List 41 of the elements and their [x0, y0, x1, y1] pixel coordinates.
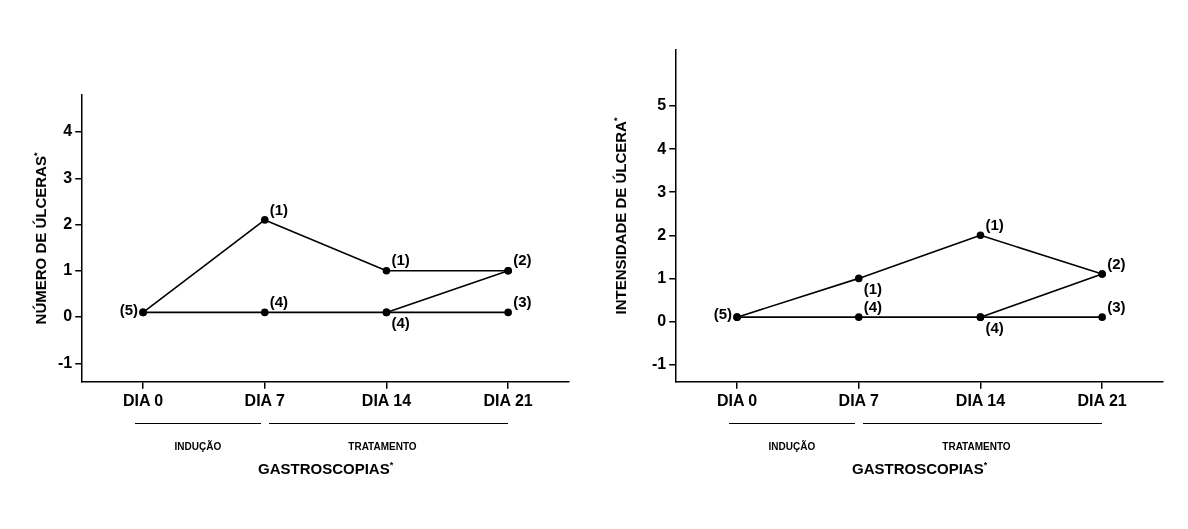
x-tick-label: DIA 0 [716, 391, 758, 409]
y-tick-label: 3 [657, 182, 667, 200]
annotation: (1) [391, 251, 410, 269]
y-tick-label: 4 [63, 122, 73, 140]
x-tick-label: DIA 14 [955, 391, 1006, 409]
annotation: (1) [269, 200, 289, 218]
y-tick-label: 2 [63, 214, 73, 232]
annotation: (4) [391, 314, 410, 332]
x-tick-label: DIA 21 [1077, 391, 1127, 409]
annotation: (3) [513, 293, 532, 311]
x-tick-label: DIA 7 [838, 391, 880, 409]
annotation: (5) [713, 305, 733, 323]
x-tick-label: DIA 21 [483, 391, 533, 409]
y-tick-label: 4 [657, 139, 667, 157]
y-tick-label: 2 [657, 225, 667, 243]
y-tick-label: -1 [651, 354, 667, 372]
y-tick-label: 5 [657, 96, 667, 114]
annotation: (3) [1107, 297, 1126, 315]
annotation: (4) [985, 318, 1004, 336]
annotation: (4) [863, 297, 883, 315]
x-axis-title: GASTROSCOPIAS$^{*}$ [852, 459, 988, 477]
annotation: (2) [513, 251, 532, 269]
annotation: (1) [863, 280, 883, 298]
x-tick-label: DIA 14 [361, 391, 412, 409]
y-tick-label: 0 [63, 307, 73, 325]
annotation: (2) [1107, 254, 1126, 272]
y-tick-label: 3 [63, 168, 73, 186]
text: TRATAMENTO [942, 440, 1011, 452]
text: INDUÇÃO [768, 439, 816, 452]
x-axis-title: GASTROSCOPIAS$^{*}$ [258, 459, 394, 477]
annotation: (5) [119, 300, 139, 318]
annotation: (4) [269, 293, 289, 311]
y-tick-label: 0 [657, 311, 667, 329]
annotation: (1) [985, 215, 1004, 233]
x-tick-label: DIA 0 [122, 391, 164, 409]
y-tick-label: 1 [63, 261, 73, 279]
y-tick-label: 1 [657, 268, 667, 286]
y-tick-label: -1 [57, 353, 73, 371]
text: INDUÇÃO [174, 439, 222, 452]
x-tick-label: DIA 7 [244, 391, 286, 409]
text: TRATAMENTO [348, 440, 417, 452]
